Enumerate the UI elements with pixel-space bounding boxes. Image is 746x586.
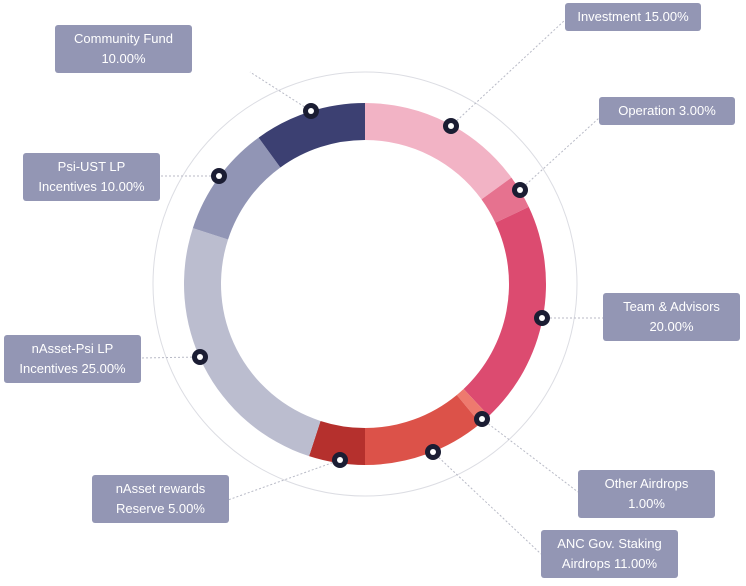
label-value: Airdrops 11.00% <box>561 556 658 571</box>
marker-dot-center <box>308 108 314 114</box>
donut-slice <box>258 103 365 168</box>
label-anc-gov-staking: ANC Gov. Staking Airdrops 11.00% <box>541 530 678 578</box>
label-text: ANC Gov. Staking <box>557 536 662 551</box>
label-text: nAsset-Psi LP <box>31 341 114 356</box>
label-investment: Investment 15.00% <box>565 3 701 31</box>
donut-slice <box>365 103 512 200</box>
donut-slice <box>309 420 365 465</box>
label-team-advisors: Team & Advisors 20.00% <box>603 293 740 341</box>
label-value: Incentives 25.00% <box>19 361 126 376</box>
label-value: Reserve 5.00% <box>116 501 205 516</box>
label-operation: Operation 3.00% <box>599 97 735 125</box>
label-psi-ust-lp: Psi-UST LP Incentives 10.00% <box>23 153 160 201</box>
label-value: 10.00% <box>101 51 146 66</box>
leader-line <box>249 71 312 112</box>
marker-dot-center <box>430 449 436 455</box>
donut-slice <box>192 137 281 240</box>
label-nasset-psi-lp: nAsset-Psi LP Incentives 25.00% <box>4 335 141 383</box>
marker-dot-center <box>216 173 222 179</box>
label-text: Team & Advisors <box>623 299 720 314</box>
label-text: Community Fund <box>74 31 173 46</box>
marker-dot-center <box>517 187 523 193</box>
leader-line <box>481 418 579 493</box>
label-value: 1.00% <box>628 496 665 511</box>
leader-line <box>519 117 600 191</box>
label-text: nAsset rewards <box>115 481 206 496</box>
marker-dot-center <box>479 416 485 422</box>
label-community-fund: Community Fund 10.00% <box>55 25 192 73</box>
donut-slice <box>365 394 481 465</box>
label-nasset-rewards: nAsset rewards Reserve 5.00% <box>92 475 229 523</box>
label-other-airdrops: Other Airdrops 1.00% <box>578 470 715 518</box>
label-text: Investment 15.00% <box>577 9 689 24</box>
donut-slice <box>183 228 321 457</box>
leader-line <box>432 451 542 555</box>
marker-dot-center <box>539 315 545 321</box>
label-value: Incentives 10.00% <box>38 179 145 194</box>
marker-dot-center <box>197 354 203 360</box>
donut-slice <box>463 206 546 416</box>
leader-line <box>139 356 201 359</box>
label-text: Psi-UST LP <box>57 159 126 174</box>
leader-line <box>450 19 566 127</box>
marker-dot-center <box>448 123 454 129</box>
label-text: Other Airdrops <box>604 476 689 491</box>
outer-guide-ring <box>152 71 578 497</box>
label-value: 20.00% <box>649 319 694 334</box>
marker-dot-center <box>337 457 343 463</box>
label-text: Operation 3.00% <box>618 103 716 118</box>
